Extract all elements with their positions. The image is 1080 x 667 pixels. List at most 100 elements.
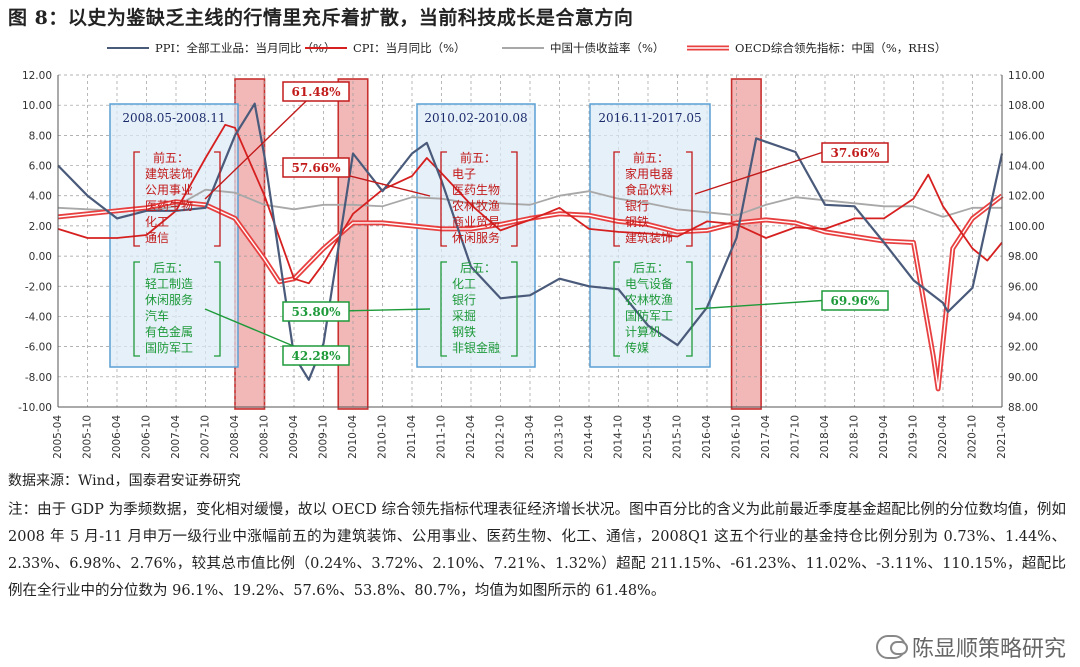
- top-bracket: [133, 151, 140, 247]
- bottom-five-item: 国防军工: [625, 308, 673, 323]
- chart-series: [57, 102, 1004, 392]
- period-boxes: 2008.05-2008.11 2010.02-2010.08 2016.11-20…: [109, 103, 711, 368]
- bottom-five-item: 休闲服务: [145, 292, 193, 307]
- y-left-tick-label: 4.00: [29, 191, 52, 203]
- y-right-tick-label: 100.00: [1008, 221, 1045, 233]
- x-tick-label: 2018-04: [819, 415, 831, 459]
- x-tick-label: 2008-10: [259, 415, 271, 459]
- x-tick-label: 2005-04: [52, 415, 64, 459]
- legend-label: 中国十债收益率（%）: [550, 41, 664, 55]
- footnote: 注：由于 GDP 为季频数据，变化相对缓慢，故以 OECD 综合领先指标代理表征…: [8, 502, 1066, 599]
- x-tick-label: 2007-10: [200, 415, 212, 459]
- shaded-period: [730, 78, 762, 410]
- bottom-bracket: [440, 261, 447, 357]
- x-tick-label: 2019-04: [878, 415, 890, 459]
- y-right-tick-label: 98.00: [1008, 251, 1038, 263]
- y-left-tick-label: 6.00: [29, 161, 52, 173]
- bottom-five-item: 有色金属: [145, 324, 193, 339]
- top-five-item: 公用事业: [145, 183, 193, 197]
- legend-label: PPI：全部工业品：当月同比（%）: [155, 41, 335, 55]
- top-bracket: [440, 151, 447, 247]
- top-five-item: 建筑装饰: [625, 230, 673, 245]
- top-five-item: 休闲服务: [452, 230, 500, 245]
- top-five-heading: 前五：: [633, 150, 669, 165]
- bottom-five-item: 汽车: [145, 308, 169, 323]
- x-tick-label: 2017-04: [760, 415, 772, 459]
- top-five-item: 建筑装饰: [145, 166, 193, 181]
- watermark: 陈显顺策略研究: [875, 631, 1066, 663]
- bottom-five-item: 采掘: [452, 308, 476, 323]
- series-line-bond: [57, 188, 1002, 218]
- top-bracket: [613, 151, 620, 247]
- bottom-five-item: 钢铁: [452, 325, 476, 339]
- x-tick-label: 2011-04: [406, 415, 418, 459]
- top-bracket: [511, 151, 518, 247]
- y-right-tick-label: 102.00: [1008, 191, 1045, 203]
- y-left-tick-label: -10.00: [18, 402, 52, 414]
- bottom-five-item: 银行: [452, 293, 476, 307]
- period-box: [589, 103, 711, 368]
- period-box-title: 2010.02-2010.08: [424, 111, 527, 125]
- top-five-heading: 前五：: [153, 150, 189, 165]
- top-five-item: 化工: [145, 215, 169, 229]
- pct-value: 57.66%: [292, 161, 342, 175]
- x-tick-label: 2021-04: [996, 415, 1008, 459]
- x-tick-label: 2012-10: [495, 415, 507, 459]
- chart: PPI：全部工业品：当月同比（%） CPI：当月同比（%） 中国十债收益率（%） OE…: [18, 41, 1045, 459]
- x-tick-label: 2007-04: [170, 415, 182, 459]
- legend-label: CPI：当月同比（%）: [353, 41, 466, 55]
- y-right-tick-label: 92.00: [1008, 342, 1038, 354]
- y-left-tick-label: -8.00: [25, 372, 52, 384]
- pct-value: 69.96%: [831, 294, 881, 308]
- series-line-oecd-inner: [57, 195, 1003, 390]
- top-five-item: 食品饮料: [625, 182, 673, 197]
- top-five-item: 银行: [625, 199, 649, 213]
- annotations: 前五：建筑装饰公用事业医药生物化工通信后五：轻工制造休闲服务汽车有色金属国防军工…: [133, 81, 889, 366]
- bottom-five-item: 轻工制造: [145, 277, 193, 291]
- chart-legend: PPI：全部工业品：当月同比（%） CPI：当月同比（%） 中国十债收益率（%） OE…: [107, 41, 946, 55]
- bottom-five-heading: 后五：: [460, 261, 496, 275]
- x-tick-label: 2008-04: [229, 415, 241, 459]
- y-right-tick-label: 108.00: [1008, 100, 1045, 112]
- y-left-tick-label: 12.00: [22, 70, 52, 82]
- bottom-bracket: [511, 261, 518, 357]
- pct-box: [282, 301, 350, 322]
- y-left-tick-label: 0.00: [29, 251, 52, 263]
- period-box: [109, 103, 239, 368]
- pct-box: [282, 81, 350, 102]
- pct-connector: [204, 90, 317, 200]
- pct-value: 61.48%: [292, 85, 342, 99]
- page-title: 图 8：以史为鉴缺乏主线的行情里充斥着扩散，当前科技成长是合意方向: [8, 7, 634, 29]
- pct-value: 37.66%: [831, 146, 881, 160]
- x-tick-label: 2017-10: [790, 415, 802, 459]
- period-box: [416, 103, 536, 368]
- period-box-title: 2008.05-2008.11: [122, 111, 225, 125]
- x-tick-label: 2015-10: [672, 415, 684, 459]
- top-five-item: 钢铁: [625, 215, 649, 229]
- x-tick-label: 2010-10: [377, 415, 389, 459]
- top-five-item: 电子: [452, 167, 476, 181]
- bottom-five-item: 农林牧渔: [625, 293, 673, 307]
- y-right-tick-label: 90.00: [1008, 372, 1038, 384]
- top-five-heading: 前五：: [460, 150, 496, 165]
- bottom-five-item: 化工: [452, 277, 476, 291]
- x-tick-label: 2006-04: [111, 415, 123, 459]
- x-tick-label: 2009-04: [288, 415, 300, 459]
- x-tick-label: 2009-10: [318, 415, 330, 459]
- top-bracket: [214, 151, 221, 247]
- series-line-ppi: [57, 102, 1004, 381]
- watermark-text: 陈显顺策略研究: [911, 637, 1066, 662]
- x-tick-label: 2010-04: [347, 415, 359, 459]
- bottom-five-item: 非银金融: [452, 340, 500, 355]
- y-left-tick-label: -4.00: [25, 311, 52, 323]
- x-tick-label: 2015-04: [642, 415, 654, 459]
- pct-connector: [694, 151, 823, 195]
- y-right-tick-label: 88.00: [1008, 402, 1038, 414]
- x-tick-label: 2018-10: [849, 415, 861, 459]
- wechat-icon: [875, 635, 908, 659]
- pct-value: 53.80%: [292, 305, 342, 319]
- top-five-item: 农林牧渔: [452, 199, 500, 213]
- bottom-five-item: 计算机: [625, 324, 661, 339]
- pct-box: [821, 290, 889, 311]
- bottom-five-heading: 后五：: [633, 261, 669, 275]
